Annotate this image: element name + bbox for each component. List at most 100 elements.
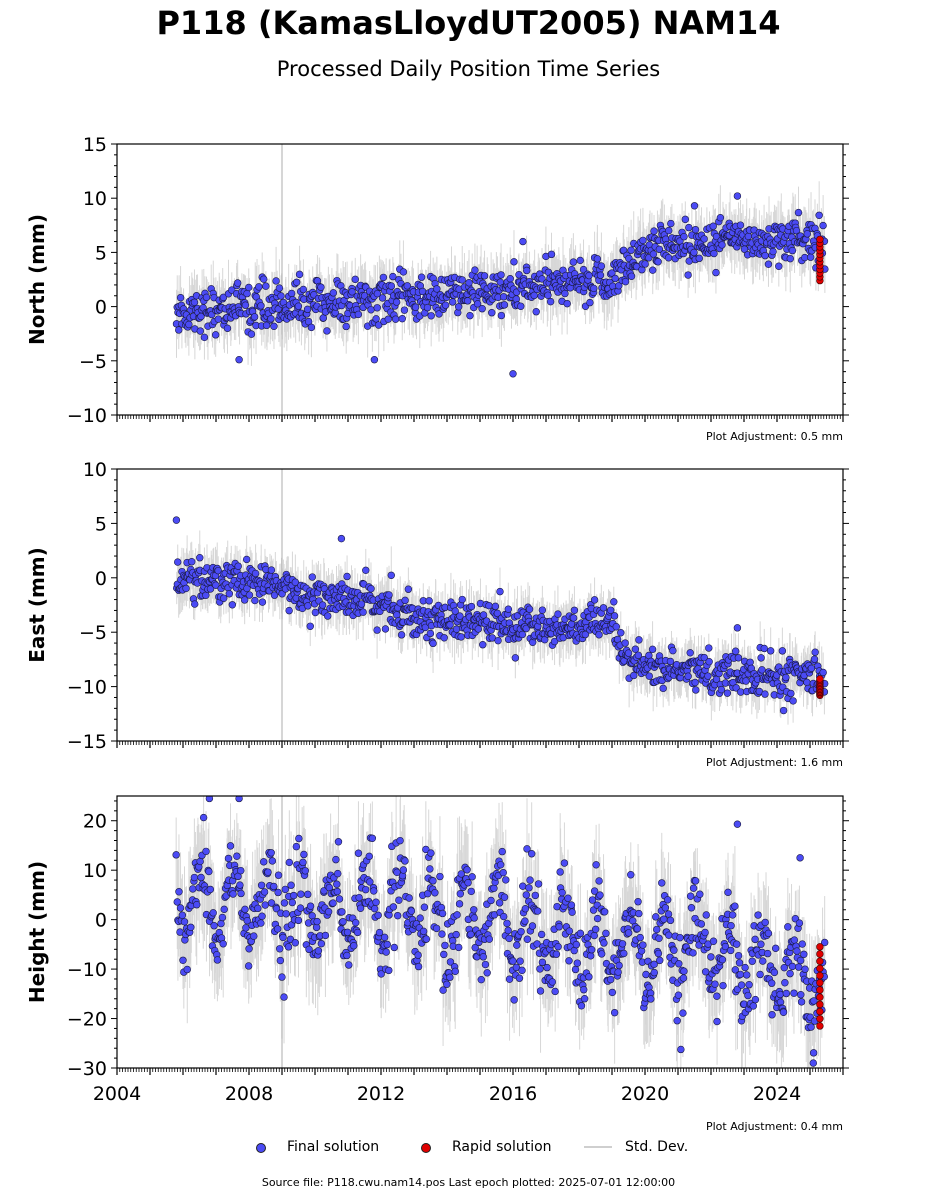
final-point <box>245 945 253 953</box>
final-point <box>751 935 759 944</box>
final-point <box>735 959 744 967</box>
final-point <box>368 834 377 842</box>
final-point <box>810 997 818 1005</box>
final-point <box>307 323 316 332</box>
final-point <box>370 887 378 895</box>
final-point <box>280 899 289 907</box>
final-point <box>243 289 251 298</box>
final-point <box>260 888 269 896</box>
y-tick-label: 0 <box>95 297 107 319</box>
legend: Final solution Rapid solution Std. Dev. <box>0 1137 937 1157</box>
final-point <box>423 303 432 312</box>
final-point <box>219 940 227 948</box>
final-point <box>736 221 745 229</box>
final-point <box>260 858 268 866</box>
final-point <box>536 987 545 995</box>
final-point <box>235 796 243 803</box>
final-point <box>282 910 290 918</box>
final-point <box>233 852 241 860</box>
final-point <box>786 969 794 978</box>
rapid-point <box>816 1022 824 1030</box>
final-point <box>510 258 518 266</box>
plot-area <box>172 796 829 1068</box>
final-point <box>567 901 576 909</box>
final-point <box>523 935 532 943</box>
legend-rapid-marker <box>421 1143 431 1153</box>
final-point <box>764 929 773 938</box>
final-point <box>291 939 299 947</box>
final-point <box>183 965 191 974</box>
final-point <box>692 686 700 694</box>
final-point <box>691 678 699 687</box>
final-point <box>254 904 262 913</box>
y-tick-label: −10 <box>67 405 107 427</box>
final-point <box>732 684 740 692</box>
final-point <box>267 899 276 907</box>
final-point <box>677 1045 685 1054</box>
x-tick-label: 2020 <box>621 1083 669 1105</box>
final-point <box>300 850 308 859</box>
final-point <box>395 896 403 904</box>
final-point <box>304 602 312 610</box>
final-point <box>561 289 569 298</box>
final-point <box>596 271 605 279</box>
final-point <box>751 995 760 1004</box>
final-point <box>199 813 208 822</box>
y-tick-label: 5 <box>95 513 107 535</box>
final-point <box>665 931 673 939</box>
final-point <box>611 274 619 283</box>
final-point <box>390 943 398 952</box>
final-point <box>362 885 370 894</box>
final-point <box>719 981 727 990</box>
final-point <box>741 963 749 972</box>
final-point <box>756 970 764 979</box>
final-point <box>635 636 643 644</box>
final-point <box>407 907 416 915</box>
final-point <box>554 942 562 951</box>
final-point <box>342 322 350 331</box>
final-point <box>536 965 544 973</box>
final-point <box>593 914 602 923</box>
final-point <box>691 877 700 885</box>
final-point <box>648 645 657 654</box>
rapid-point <box>816 993 824 1001</box>
final-point <box>202 847 210 856</box>
final-point <box>452 930 460 939</box>
final-point <box>396 836 404 845</box>
final-point <box>451 967 459 976</box>
final-point <box>610 1008 619 1017</box>
final-point <box>599 604 608 612</box>
final-point <box>339 918 347 926</box>
final-point <box>278 973 286 981</box>
final-point <box>518 966 526 975</box>
final-point <box>257 919 265 927</box>
final-point <box>641 260 649 268</box>
final-point <box>446 621 454 629</box>
rapid-point <box>816 986 824 994</box>
final-point <box>731 966 739 974</box>
final-point <box>617 629 625 637</box>
final-point <box>267 315 275 323</box>
final-point <box>287 289 296 298</box>
final-point <box>275 284 284 292</box>
plot-adjustment-note: Plot Adjustment: 0.4 mm <box>706 1120 843 1133</box>
final-point <box>742 677 750 685</box>
final-point <box>512 295 520 303</box>
final-point <box>680 967 688 975</box>
final-point <box>262 282 270 290</box>
final-point <box>214 566 222 575</box>
final-point <box>788 962 797 971</box>
final-point <box>650 227 658 235</box>
final-point <box>416 914 424 922</box>
final-point <box>771 944 780 953</box>
final-point <box>172 851 180 859</box>
final-point <box>297 890 305 898</box>
final-point <box>630 671 638 680</box>
final-point <box>351 918 360 927</box>
final-point <box>721 942 730 951</box>
final-point <box>290 891 298 900</box>
final-point <box>770 968 779 977</box>
final-point <box>211 331 220 339</box>
final-point <box>590 596 599 604</box>
final-point <box>206 585 215 593</box>
